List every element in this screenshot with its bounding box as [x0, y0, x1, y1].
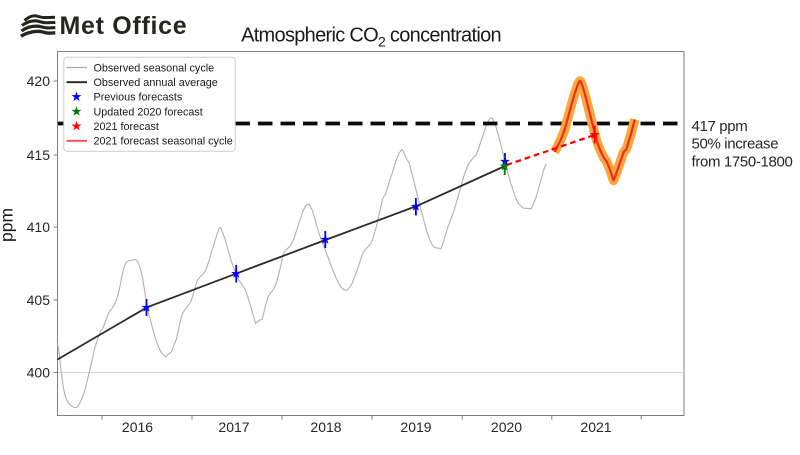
svg-text:420: 420	[27, 73, 51, 89]
svg-text:Updated 2020 forecast: Updated 2020 forecast	[94, 106, 203, 118]
svg-text:from 1750-1800: from 1750-1800	[692, 153, 793, 170]
svg-text:Observed annual average: Observed annual average	[94, 77, 218, 89]
svg-text:2018: 2018	[310, 419, 341, 435]
svg-text:ppm: ppm	[0, 208, 17, 242]
svg-text:2021 forecast: 2021 forecast	[94, 121, 159, 133]
svg-text:417 ppm: 417 ppm	[692, 118, 748, 135]
svg-text:50% increase: 50% increase	[692, 136, 779, 153]
svg-text:2020: 2020	[491, 419, 522, 435]
svg-text:2016: 2016	[122, 419, 153, 435]
svg-text:2019: 2019	[400, 419, 431, 435]
svg-text:Observed seasonal cycle: Observed seasonal cycle	[94, 62, 215, 74]
svg-text:2017: 2017	[218, 419, 249, 435]
svg-text:405: 405	[27, 292, 51, 308]
svg-text:400: 400	[27, 365, 51, 381]
svg-text:410: 410	[27, 219, 51, 235]
svg-text:415: 415	[27, 147, 51, 163]
svg-text:Previous forecasts: Previous forecasts	[94, 92, 183, 104]
svg-text:2021 forecast seasonal cycle: 2021 forecast seasonal cycle	[94, 136, 233, 148]
svg-text:2021: 2021	[580, 419, 611, 435]
svg-text:Met Office: Met Office	[60, 12, 188, 40]
svg-text:Atmospheric CO2 concentration: Atmospheric CO2 concentration	[241, 25, 501, 50]
